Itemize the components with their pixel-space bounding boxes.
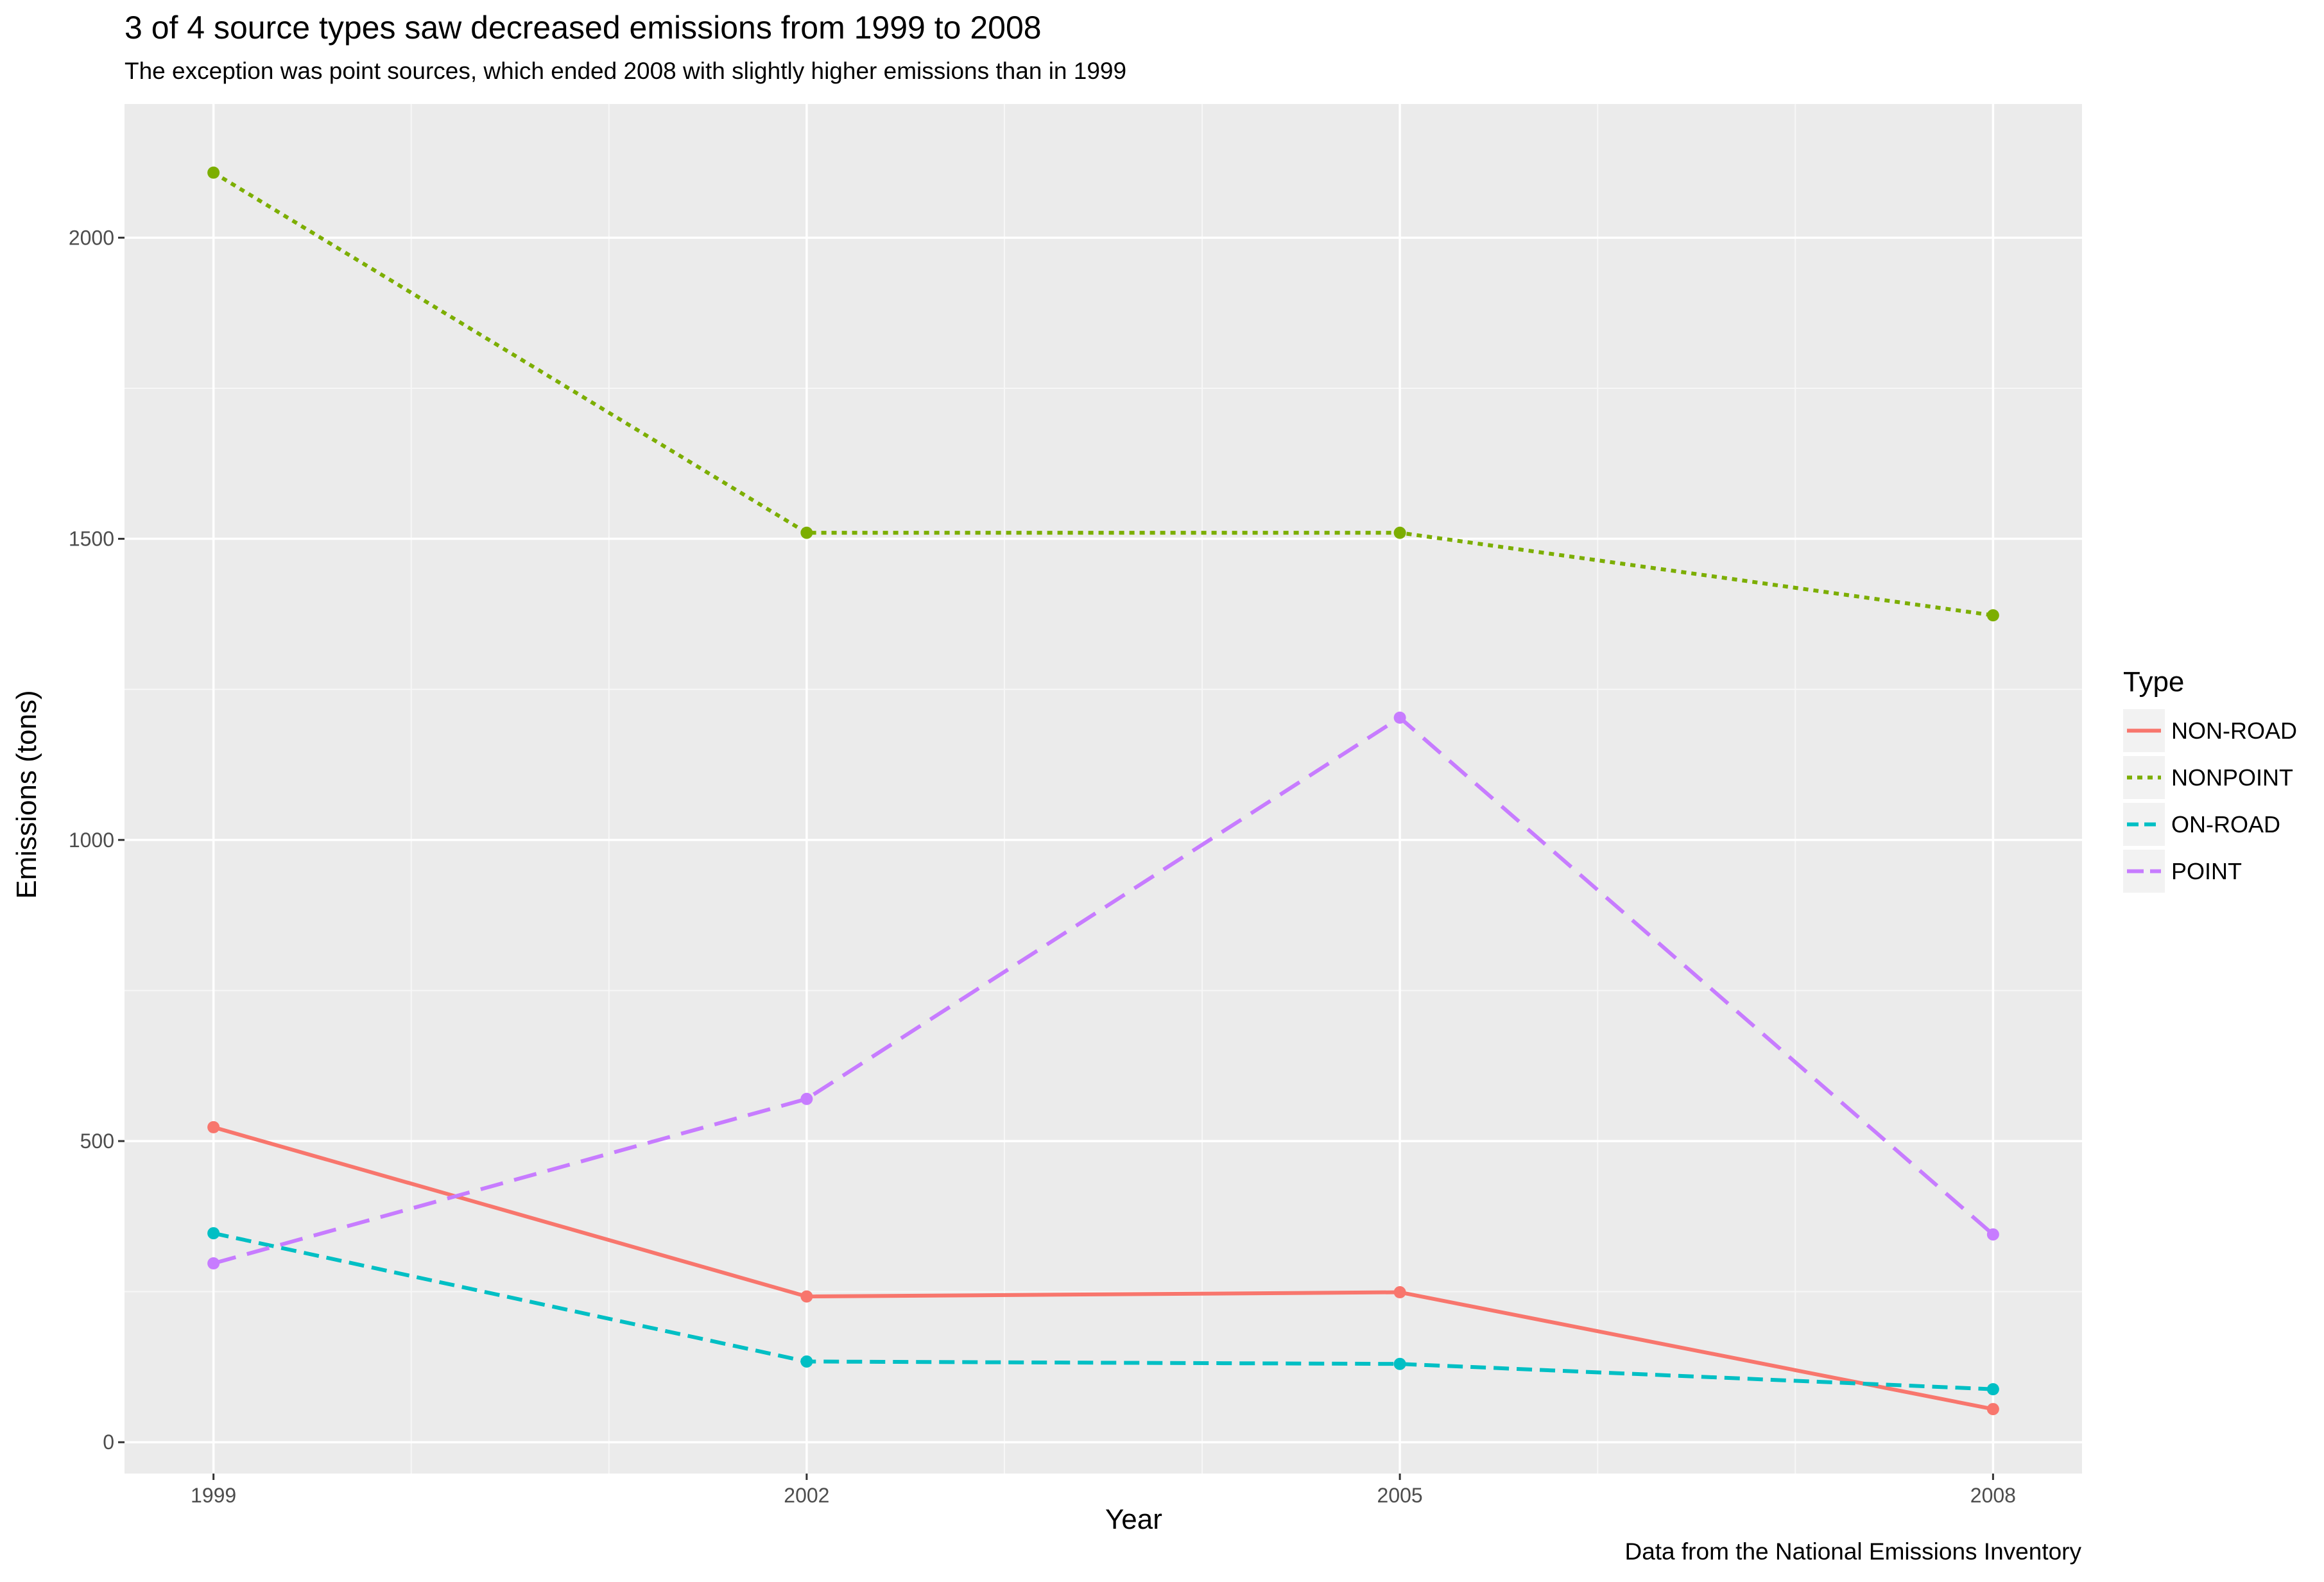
data-point-nonpoint: [800, 526, 813, 539]
chart-subtitle: The exception was point sources, which e…: [125, 58, 1127, 84]
legend-item-non-road: NON-ROAD: [2123, 707, 2297, 754]
legend-key: [2123, 803, 2165, 846]
y-tick-label: 1000: [69, 829, 114, 852]
series-line-non-road: [212, 1125, 1993, 1411]
legend-key: [2123, 850, 2165, 893]
axis-ticks: 1999 2002 2005 2008 0 500 1000 1500 2000: [69, 226, 2016, 1507]
y-tick-label: 2000: [69, 226, 114, 249]
legend: Type NON-ROAD NONPOINT ON-ROAD POINT: [2123, 666, 2297, 895]
x-tick-label: 2002: [784, 1484, 829, 1507]
data-point-point: [1986, 1228, 1999, 1241]
chart-caption: Data from the National Emissions Invento…: [1624, 1538, 2081, 1565]
data-point-non-road: [1393, 1286, 1406, 1299]
legend-label: ON-ROAD: [2171, 811, 2280, 838]
y-tick-label: 500: [80, 1130, 114, 1153]
legend-item-nonpoint: NONPOINT: [2123, 754, 2297, 801]
data-point-nonpoint: [1393, 526, 1406, 539]
x-axis-label: Year: [1105, 1504, 1162, 1535]
data-point-non-road: [207, 1121, 220, 1133]
legend-item-on-road: ON-ROAD: [2123, 801, 2297, 848]
major-gridlines: [125, 104, 2082, 1474]
data-point-point: [1393, 711, 1406, 724]
y-tick-label: 0: [103, 1431, 114, 1454]
x-tick-label: 2005: [1377, 1484, 1423, 1507]
series-line-on-road: [213, 1231, 1993, 1391]
legend-key: [2123, 709, 2165, 752]
legend-items: NON-ROAD NONPOINT ON-ROAD POINT: [2123, 707, 2297, 895]
data-point-on-road: [800, 1355, 813, 1368]
legend-item-point: POINT: [2123, 848, 2297, 895]
legend-label: POINT: [2171, 857, 2242, 884]
data-point-on-road: [1393, 1357, 1406, 1370]
x-tick-label: 2008: [1970, 1484, 2016, 1507]
y-axis-label: Emissions (tons): [11, 690, 42, 899]
x-tick-label: 1999: [191, 1484, 236, 1507]
series-points: [207, 166, 1999, 1416]
y-tick-label: 1500: [69, 528, 114, 551]
minor-gridlines: [125, 104, 2082, 1474]
data-point-point: [207, 1257, 220, 1269]
legend-label: NON-ROAD: [2171, 717, 2297, 744]
series-line-point: [212, 716, 1995, 1266]
chart-title: 3 of 4 source types saw decreased emissi…: [125, 10, 1042, 46]
data-point-on-road: [207, 1227, 220, 1240]
data-point-non-road: [800, 1290, 813, 1303]
legend-label: NONPOINT: [2171, 764, 2294, 791]
data-point-on-road: [1986, 1383, 1999, 1396]
data-point-nonpoint: [1986, 609, 1999, 622]
data-point-nonpoint: [207, 166, 220, 179]
series-line-nonpoint: [212, 171, 1993, 617]
legend-title: Type: [2123, 666, 2185, 698]
plot-panel: [125, 104, 2082, 1474]
data-point-point: [800, 1092, 813, 1105]
data-point-non-road: [1986, 1403, 1999, 1416]
legend-key: [2123, 756, 2165, 799]
series-lines: [212, 171, 1995, 1411]
